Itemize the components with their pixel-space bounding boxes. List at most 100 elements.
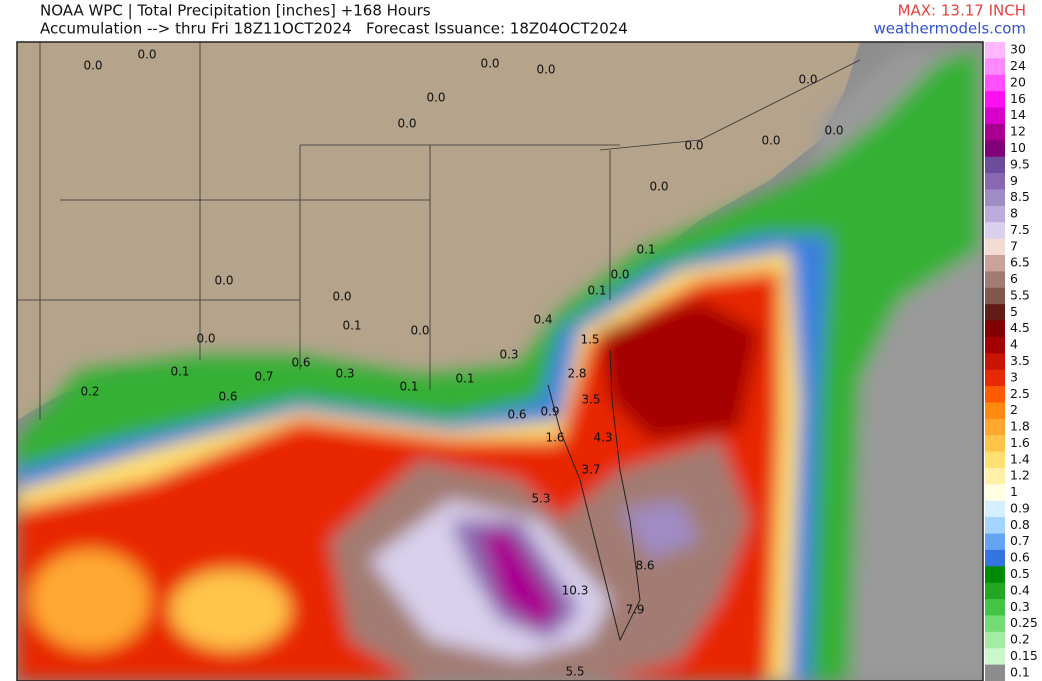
colorbar-label: 6.5 xyxy=(1010,255,1030,270)
colorbar-swatch xyxy=(985,287,1005,305)
point-label: 0.0 xyxy=(196,332,215,346)
colorbar-label: 2.5 xyxy=(1010,386,1030,401)
colorbar-label: 8 xyxy=(1010,206,1018,221)
point-label: 0.2 xyxy=(80,385,99,399)
colorbar-swatch xyxy=(985,631,1005,649)
max-value: MAX: 13.17 INCH xyxy=(898,2,1026,20)
colorbar-label: 4.5 xyxy=(1010,320,1030,335)
colorbar-label: 20 xyxy=(1010,74,1026,89)
colorbar-label: 1.2 xyxy=(1010,468,1030,483)
colorbar-swatch xyxy=(985,468,1005,485)
source: weathermodels.com xyxy=(873,20,1026,38)
point-label: 0.0 xyxy=(761,134,780,148)
point-label: 5.3 xyxy=(531,492,550,506)
state-borders xyxy=(17,42,861,420)
point-label: 0.0 xyxy=(83,59,102,73)
colorbar-label: 1.4 xyxy=(1010,451,1030,466)
point-label: 10.3 xyxy=(562,584,589,598)
point-label: 0.0 xyxy=(332,290,351,304)
point-label: 0.0 xyxy=(410,324,429,338)
point-label: 4.3 xyxy=(593,431,612,445)
point-label: 0.1 xyxy=(587,284,606,298)
point-label: 8.6 xyxy=(635,559,654,573)
point-label: 0.0 xyxy=(536,63,555,77)
point-label: 1.5 xyxy=(580,333,599,347)
point-label: 0.1 xyxy=(399,380,418,394)
colorbar-swatch xyxy=(985,418,1005,436)
colorbar-swatch xyxy=(985,42,1005,59)
point-label: 0.1 xyxy=(170,365,189,379)
colorbar-swatch xyxy=(985,369,1005,387)
colorbar-label: 9.5 xyxy=(1010,156,1030,171)
colorbar-label: 0.25 xyxy=(1010,615,1038,630)
point-label: 0.3 xyxy=(335,367,354,381)
colorbar-swatch xyxy=(985,549,1005,567)
colorbar-label: 1.8 xyxy=(1010,419,1030,434)
colorbar-label: 7 xyxy=(1010,238,1018,253)
map: 0.0 0.0 0.0 0.0 0.0 0.0 0.0 0.0 0.0 0.0 0.0 0.0 0.0 0… xyxy=(17,42,983,681)
colorbar-label: 10 xyxy=(1010,140,1026,155)
point-label: 0.6 xyxy=(218,390,237,404)
point-labels: 0.0 0.0 0.0 0.0 0.0 0.0 0.0 0.0 0.0 0.0 0.0 0.0 0.0 0… xyxy=(80,48,843,679)
colorbar-swatch xyxy=(985,58,1005,76)
colorbar-label: 4 xyxy=(1010,337,1018,352)
title: NOAA WPC | Total Precipitation [inches] … xyxy=(40,2,431,20)
colorbar-swatch xyxy=(985,582,1005,600)
point-label: 3.7 xyxy=(581,463,600,477)
point-label: 0.0 xyxy=(426,91,445,105)
colorbar-label: 0.3 xyxy=(1010,599,1030,614)
precip-field xyxy=(17,50,983,681)
colorbar-swatch xyxy=(985,304,1005,322)
point-label: 1.6 xyxy=(545,431,564,445)
point-label: 7.9 xyxy=(625,603,644,617)
colorbar-label: 8.5 xyxy=(1010,189,1030,204)
point-label: 0.4 xyxy=(533,313,552,327)
land xyxy=(17,42,860,640)
colorbar-swatch xyxy=(985,156,1005,174)
colorbar-swatch xyxy=(985,205,1005,223)
point-label: 0.1 xyxy=(455,372,474,386)
subtitle: Accumulation --> thru Fri 18Z11OCT2024 F… xyxy=(40,20,628,38)
point-label: 0.0 xyxy=(649,180,668,194)
point-label: 0.1 xyxy=(342,319,361,333)
point-label: 3.5 xyxy=(581,393,600,407)
colorbar-swatch xyxy=(985,91,1005,109)
point-label: 0.0 xyxy=(137,48,156,62)
colorbar-swatch xyxy=(985,402,1005,420)
coastline xyxy=(547,349,641,642)
colorbar-label: 12 xyxy=(1010,124,1026,139)
colorbar-label: 0.2 xyxy=(1010,632,1030,647)
colorbar-label: 0.7 xyxy=(1010,533,1030,548)
colorbar-swatch xyxy=(985,189,1005,207)
point-label: 0.0 xyxy=(214,274,233,288)
colorbar-swatch xyxy=(985,74,1005,92)
point-label: 0.0 xyxy=(684,139,703,153)
colorbar-label: 3 xyxy=(1010,369,1018,384)
colorbar-swatch xyxy=(985,238,1005,256)
colorbar-swatch xyxy=(985,566,1005,584)
colorbar-label: 3.5 xyxy=(1010,353,1030,368)
point-label: 0.0 xyxy=(480,57,499,71)
map-frame xyxy=(16,41,984,681)
colorbar-swatch xyxy=(985,451,1005,469)
colorbar-swatch xyxy=(985,173,1005,190)
point-label: 0.0 xyxy=(397,117,416,131)
colorbar-swatch xyxy=(985,336,1005,354)
colorbar-swatch xyxy=(985,255,1005,272)
colorbar-label: 7.5 xyxy=(1010,222,1030,237)
point-label: 0.0 xyxy=(610,268,629,282)
point-label: 0.9 xyxy=(540,405,559,419)
colorbar-label: 16 xyxy=(1010,91,1026,106)
colorbar-swatch xyxy=(985,222,1005,240)
colorbar-label: 30 xyxy=(1010,42,1026,57)
colorbar-label: 0.9 xyxy=(1010,500,1030,515)
colorbar-swatch xyxy=(985,320,1005,338)
colorbar-swatch xyxy=(985,500,1005,518)
colorbar: 302420161412109.598.587.576.565.554.543.… xyxy=(985,42,1038,681)
colorbar-label: 0.6 xyxy=(1010,550,1030,565)
colorbar-label: 1.6 xyxy=(1010,435,1030,450)
point-label: 0.6 xyxy=(291,356,310,370)
point-label: 2.8 xyxy=(567,367,586,381)
colorbar-swatch xyxy=(985,599,1005,616)
colorbar-swatch xyxy=(985,123,1005,141)
